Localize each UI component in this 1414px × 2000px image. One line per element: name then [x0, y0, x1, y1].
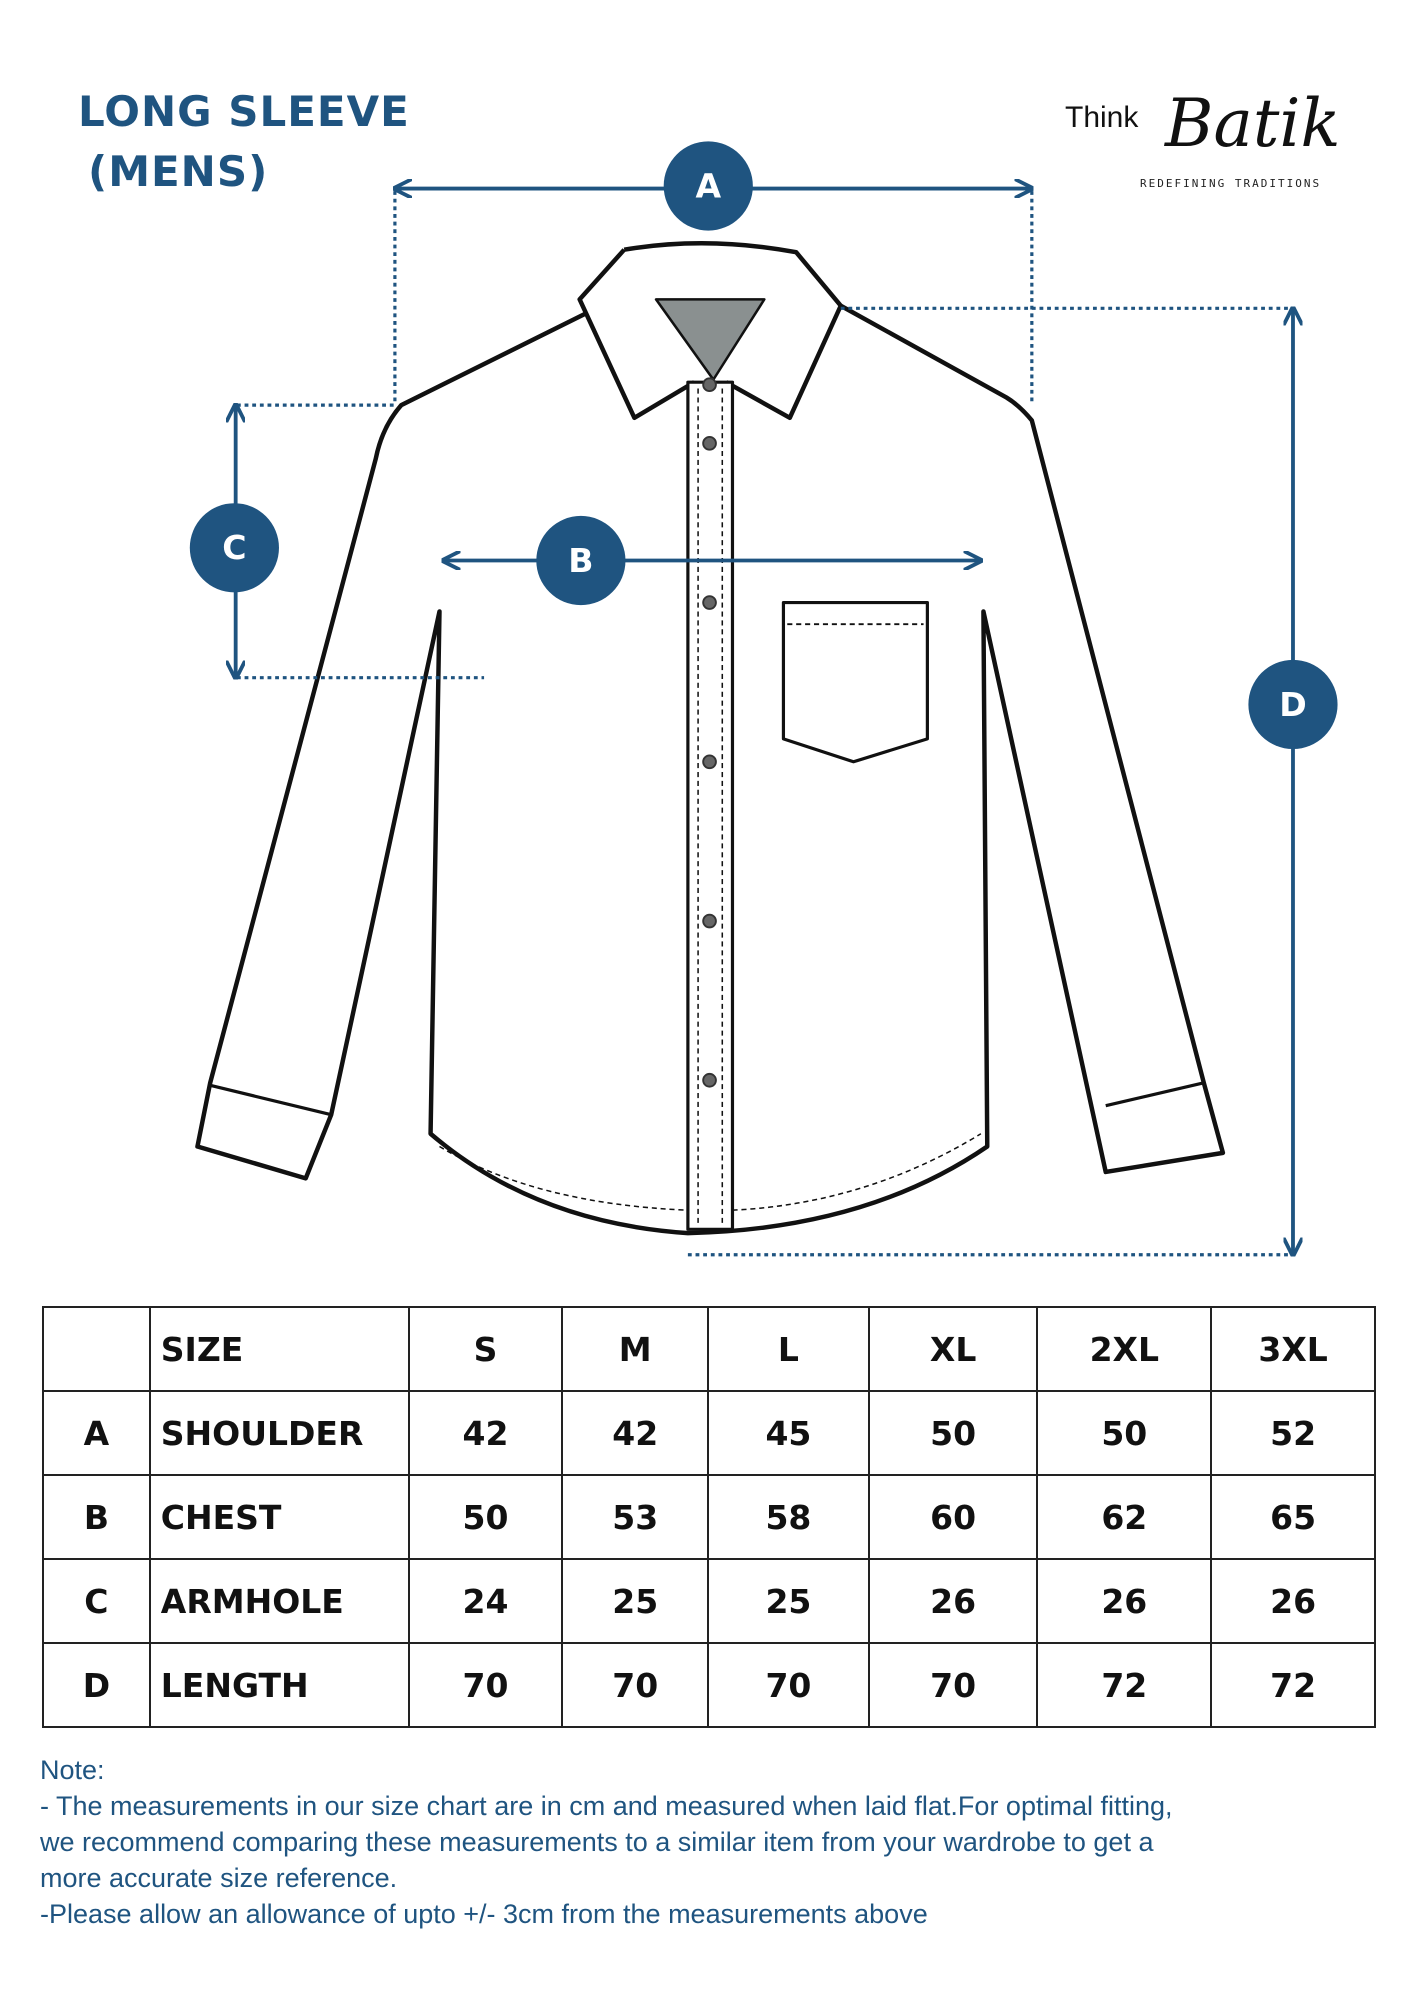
value-cell: 50 — [407, 1474, 564, 1560]
size-table: SIZE S M L XL 2XL 3XL A SHOULDER 42 42 45 50 50 52 B CHE… — [42, 1306, 1376, 1728]
value-cell: 26 — [1210, 1558, 1376, 1644]
value-cell: S — [407, 1306, 564, 1392]
brand-logo: Think Batik REDEFINING TRADITIONS — [1060, 85, 1350, 195]
marker-b: B — [568, 541, 593, 580]
table-row: A SHOULDER 42 42 45 50 50 52 — [42, 1390, 1376, 1476]
page-title: LONG SLEEVE (MENS) — [78, 82, 410, 202]
value-cell: 2XL — [1036, 1306, 1213, 1392]
row-key-cell: D — [42, 1642, 151, 1728]
buttons — [702, 377, 717, 1088]
guide-lines — [236, 191, 1293, 1257]
value-cell: 70 — [407, 1642, 564, 1728]
row-key-cell: B — [42, 1474, 151, 1560]
value-cell: 50 — [1036, 1390, 1213, 1476]
value-cell: 62 — [1036, 1474, 1213, 1560]
row-key-cell — [42, 1306, 151, 1392]
row-key-cell: C — [42, 1558, 151, 1644]
value-cell: 42 — [407, 1390, 564, 1476]
value-cell: 70 — [867, 1642, 1039, 1728]
measure-name-cell: LENGTH — [148, 1642, 410, 1728]
note: Note: - The measurements in our size cha… — [40, 1752, 1173, 1932]
value-cell: 42 — [561, 1390, 710, 1476]
value-cell: 58 — [707, 1474, 870, 1560]
value-cell: 72 — [1036, 1642, 1213, 1728]
logo-think: Think — [1065, 101, 1139, 134]
title-line-1: LONG SLEEVE — [78, 87, 410, 136]
table-row: B CHEST 50 53 58 60 62 65 — [42, 1474, 1376, 1560]
value-cell: 45 — [707, 1390, 870, 1476]
value-cell: 65 — [1210, 1474, 1376, 1560]
note-line: - The measurements in our size chart are… — [40, 1791, 1173, 1821]
note-line: more accurate size reference. — [40, 1863, 398, 1893]
value-cell: 53 — [561, 1474, 710, 1560]
table-row: C ARMHOLE 24 25 25 26 26 26 — [42, 1558, 1376, 1644]
note-heading: Note: — [40, 1755, 105, 1785]
value-cell: M — [561, 1306, 710, 1392]
value-cell: 60 — [867, 1474, 1039, 1560]
marker-a: A — [695, 166, 721, 205]
value-cell: 26 — [867, 1558, 1039, 1644]
value-cell: 72 — [1210, 1642, 1376, 1728]
table-header-row: SIZE S M L XL 2XL 3XL — [42, 1306, 1376, 1392]
value-cell: 3XL — [1210, 1306, 1376, 1392]
value-cell: 50 — [867, 1390, 1039, 1476]
shirt-illustration — [195, 241, 1226, 1236]
marker-c: C — [222, 528, 246, 567]
value-cell: 26 — [1036, 1558, 1213, 1644]
title-line-2: (MENS) — [88, 147, 269, 196]
value-cell: 25 — [707, 1558, 870, 1644]
measure-name-cell: ARMHOLE — [148, 1558, 410, 1644]
value-cell: 25 — [561, 1558, 710, 1644]
measure-name-cell: SHOULDER — [148, 1390, 410, 1476]
row-key-cell: A — [42, 1390, 151, 1476]
note-line: -Please allow an allowance of upto +/- 3… — [40, 1899, 928, 1929]
value-cell: 52 — [1210, 1390, 1376, 1476]
logo-batik: Batik — [1165, 85, 1341, 162]
logo-tagline: REDEFINING TRADITIONS — [1140, 177, 1322, 190]
value-cell: L — [707, 1306, 870, 1392]
marker-d: D — [1279, 685, 1306, 724]
measure-name-cell: SIZE — [148, 1306, 410, 1392]
table-row: D LENGTH 70 70 70 70 72 72 — [42, 1642, 1376, 1728]
value-cell: 70 — [707, 1642, 870, 1728]
note-line: we recommend comparing these measurement… — [40, 1827, 1154, 1857]
value-cell: XL — [867, 1306, 1039, 1392]
measure-name-cell: CHEST — [148, 1474, 410, 1560]
marker-badges: A B C D — [189, 141, 1338, 750]
value-cell: 70 — [561, 1642, 710, 1728]
value-cell: 24 — [407, 1558, 564, 1644]
